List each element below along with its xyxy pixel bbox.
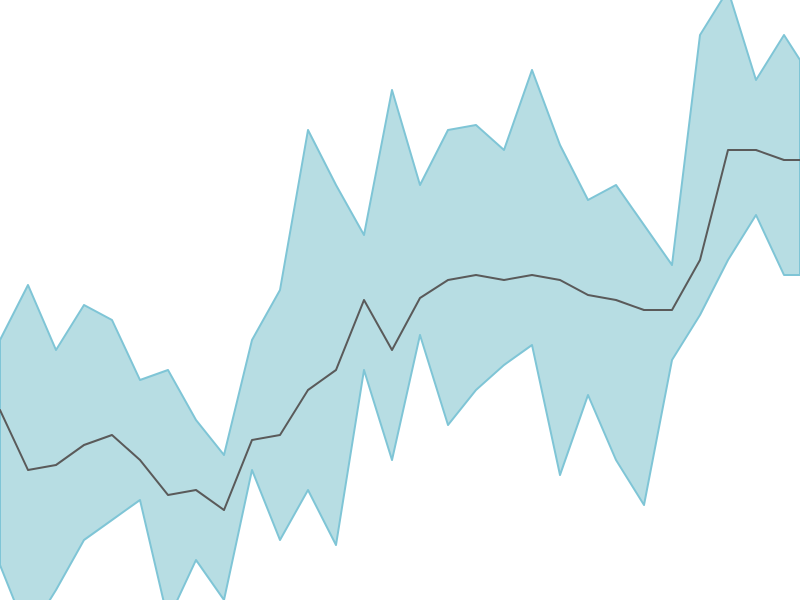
confidence-band-chart: [0, 0, 800, 600]
